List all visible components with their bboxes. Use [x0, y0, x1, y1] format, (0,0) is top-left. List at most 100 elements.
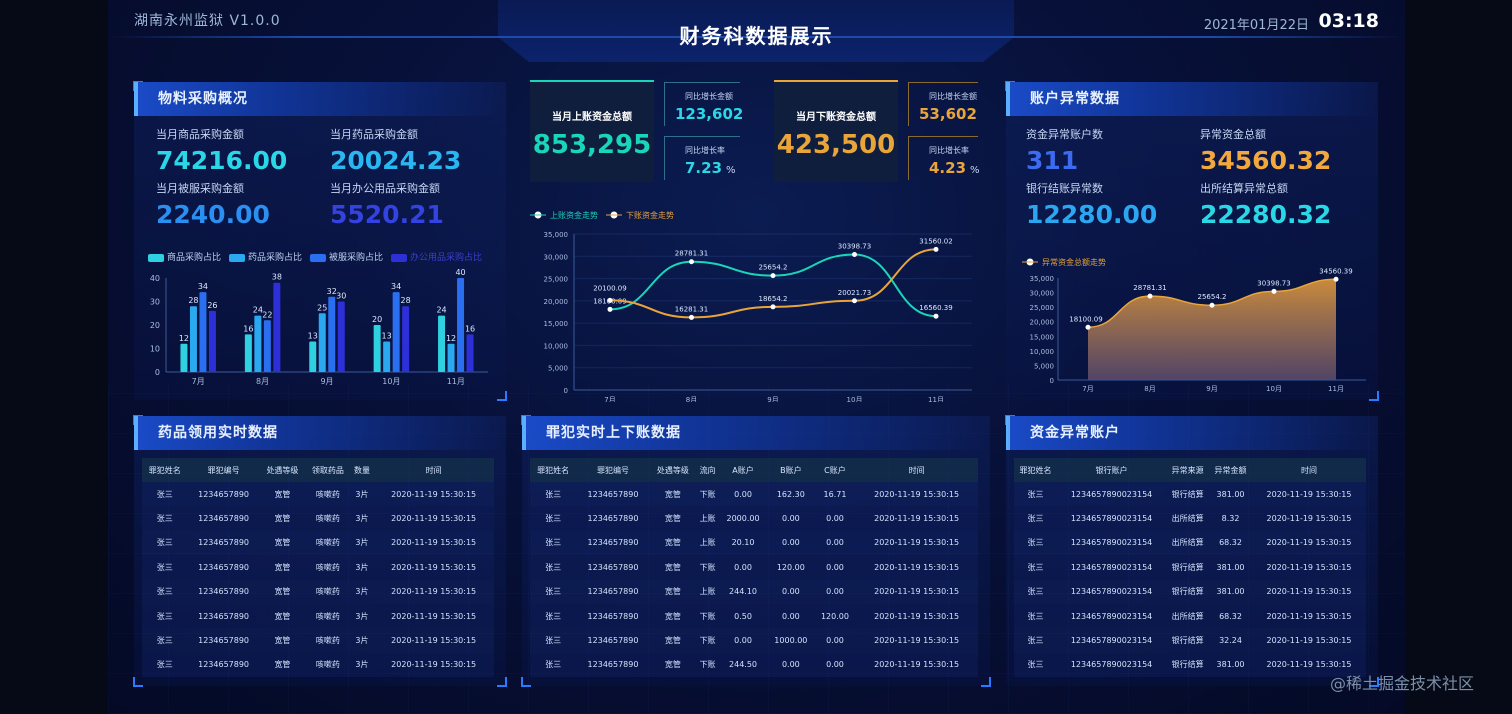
table-row[interactable]: 张三 1234657890 宽管 咳嗽药 3片 2020-11-19 15:30:15	[142, 482, 494, 507]
table-cell: 宽管	[259, 652, 306, 678]
table-cell: 381.00	[1209, 555, 1252, 580]
table-cell: 张三	[530, 628, 577, 653]
table-row[interactable]: 张三 1234657890 宽管 下账 244.50 0.00 0.00 2020-11-19…	[530, 652, 978, 678]
table-row[interactable]: 张三 1234657890 宽管 下账 0.00 162.30 16.71 2020-11-1…	[530, 482, 978, 507]
bar	[402, 306, 410, 372]
column-header[interactable]: 异常来源	[1166, 458, 1210, 482]
table-cell: 2020-11-19 15:30:15	[855, 555, 978, 580]
y-tick-label: 0	[1050, 377, 1054, 385]
table-cell: 1234657890	[187, 628, 260, 653]
column-header[interactable]: 时间	[1252, 458, 1366, 482]
y-tick-label: 15,000	[1030, 333, 1055, 341]
table-cell: 宽管	[259, 603, 306, 629]
table-row[interactable]: 张三 1234657890 宽管 下账 0.00 120.00 0.00 2020-11-19…	[530, 555, 978, 580]
column-header[interactable]: 异常金额	[1209, 458, 1252, 482]
table-row[interactable]: 张三 1234657890 宽管 下账 0.50 0.00 120.00 2020-11-19…	[530, 603, 978, 629]
incoming-label: 当月上账资金总额	[552, 112, 632, 123]
bar-value-label: 16	[243, 324, 253, 333]
bar	[466, 334, 474, 372]
bar-value-label: 12	[446, 334, 456, 343]
column-header[interactable]: 罪犯编号	[576, 458, 650, 482]
legend-item[interactable]: 办公用品采购占比	[391, 250, 482, 263]
table-row[interactable]: 张三 1234657890023154 银行结算 381.00 2020-11-19 1…	[1014, 482, 1366, 507]
table-cell: 1234657890	[187, 652, 260, 678]
table-cell: 张三	[1014, 555, 1057, 580]
table-cell: 2020-11-19 15:30:15	[1252, 652, 1366, 678]
table-cell: 0.00	[814, 555, 856, 580]
table-cell: 2020-11-19 15:30:15	[373, 579, 494, 604]
table-row[interactable]: 张三 1234657890 宽管 上账 20.10 0.00 0.00 2020-11-19 …	[530, 530, 978, 556]
column-header[interactable]: B账户	[766, 458, 815, 482]
table-row[interactable]: 张三 1234657890023154 出所结算 68.32 2020-11-19 15…	[1014, 530, 1366, 556]
column-header[interactable]: 罪犯编号	[187, 458, 260, 482]
rate-label: 同比增长率	[685, 146, 725, 155]
table-cell: 张三	[142, 482, 188, 507]
column-header[interactable]: 罪犯姓名	[530, 458, 577, 482]
table-row[interactable]: 张三 1234657890 宽管 上账 244.10 0.00 0.00 2020-11-19…	[530, 579, 978, 604]
table-row[interactable]: 张三 1234657890023154 出所结算 8.32 2020-11-19 15:…	[1014, 506, 1366, 531]
data-point	[933, 246, 939, 252]
table-cell: 2020-11-19 15:30:15	[373, 603, 494, 629]
table-row[interactable]: 张三 1234657890 宽管 上账 2000.00 0.00 0.00 2020-11-1…	[530, 506, 978, 531]
data-point	[1209, 302, 1215, 308]
bar-value-label: 24	[436, 306, 446, 315]
column-header[interactable]: 银行账户	[1056, 458, 1167, 482]
column-header[interactable]: 罪犯姓名	[142, 458, 188, 482]
table-row[interactable]: 张三 1234657890 宽管 咳嗽药 3片 2020-11-19 15:30:15	[142, 628, 494, 653]
table-row[interactable]: 张三 1234657890023154 银行结算 381.00 2020-11-19 1…	[1014, 555, 1366, 580]
table-cell: 0.00	[814, 530, 856, 556]
stat-value: 2240.00	[156, 200, 270, 229]
table-row[interactable]: 张三 1234657890023154 银行结算 381.00 2020-11-19 1…	[1014, 579, 1366, 604]
table-cell: 张三	[530, 506, 577, 531]
legend-item[interactable]: 药品采购占比	[229, 250, 302, 263]
bar-value-label: 24	[253, 306, 263, 315]
bar	[318, 313, 326, 372]
bar-value-label: 40	[455, 268, 465, 277]
stat-value: 74216.00	[156, 146, 288, 175]
data-label: 28781.31	[1133, 284, 1166, 292]
y-tick-label: 40	[150, 274, 160, 283]
table-row[interactable]: 张三 1234657890023154 银行结算 381.00 2020-11-19 1…	[1014, 652, 1366, 678]
column-header[interactable]: A账户	[719, 458, 767, 482]
table-row[interactable]: 张三 1234657890023154 银行结算 32.24 2020-11-19 15…	[1014, 628, 1366, 653]
table-row[interactable]: 张三 1234657890 宽管 咳嗽药 3片 2020-11-19 15:30:15	[142, 579, 494, 604]
column-header[interactable]: 处遇等级	[259, 458, 306, 482]
stat-value: 12280.00	[1026, 200, 1158, 229]
table-cell: 0.00	[766, 603, 815, 629]
table-cell: 张三	[1014, 652, 1057, 678]
column-header[interactable]: 时间	[855, 458, 978, 482]
data-point	[770, 273, 776, 279]
table-cell: 1234657890	[187, 506, 260, 531]
table-cell: 2000.00	[719, 506, 767, 531]
table-header-row: 罪犯姓名 罪犯编号 处遇等级 流向 A账户 B账户 C账户 时间	[530, 458, 978, 482]
table-row[interactable]: 张三 1234657890 宽管 咳嗽药 3片 2020-11-19 15:30:15	[142, 603, 494, 629]
table-cell: 381.00	[1209, 579, 1252, 604]
column-header[interactable]: 罪犯姓名	[1014, 458, 1057, 482]
funds-title: 资金异常账户	[1006, 416, 1378, 450]
bar	[309, 341, 317, 372]
column-header[interactable]: 时间	[373, 458, 494, 482]
table-row[interactable]: 张三 1234657890 宽管 咳嗽药 3片 2020-11-19 15:30:15	[142, 555, 494, 580]
table-row[interactable]: 张三 1234657890 宽管 下账 0.00 1000.00 0.00 2020-11-1…	[530, 628, 978, 653]
bar	[438, 315, 446, 372]
column-header[interactable]: 流向	[696, 458, 720, 482]
table-row[interactable]: 张三 1234657890 宽管 咳嗽药 3片 2020-11-19 15:30:15	[142, 530, 494, 556]
table-cell: 银行结算	[1166, 628, 1210, 653]
table-cell: 2020-11-19 15:30:15	[855, 603, 978, 629]
table-cell: 宽管	[649, 628, 697, 653]
table-row[interactable]: 张三 1234657890 宽管 咳嗽药 3片 2020-11-19 15:30:15	[142, 506, 494, 531]
data-label: 16560.39	[919, 304, 952, 312]
table-cell: 1234657890	[187, 482, 260, 507]
column-header[interactable]: 处遇等级	[649, 458, 697, 482]
column-header[interactable]: 数量	[350, 458, 374, 482]
stat-abnormal-total: 异常资金总额 34560.32	[1200, 126, 1331, 175]
column-header[interactable]: C账户	[814, 458, 856, 482]
table-cell: 张三	[1014, 579, 1057, 604]
data-label: 30398.73	[838, 243, 871, 251]
table-row[interactable]: 张三 1234657890023154 出所结算 68.32 2020-11-19 15…	[1014, 603, 1366, 629]
legend-item[interactable]: 商品采购占比	[148, 250, 221, 263]
column-header[interactable]: 领取药品	[305, 458, 351, 482]
table-cell: 张三	[142, 579, 188, 604]
table-row[interactable]: 张三 1234657890 宽管 咳嗽药 3片 2020-11-19 15:30:15	[142, 652, 494, 678]
legend-item[interactable]: 被服采购占比	[310, 250, 383, 263]
